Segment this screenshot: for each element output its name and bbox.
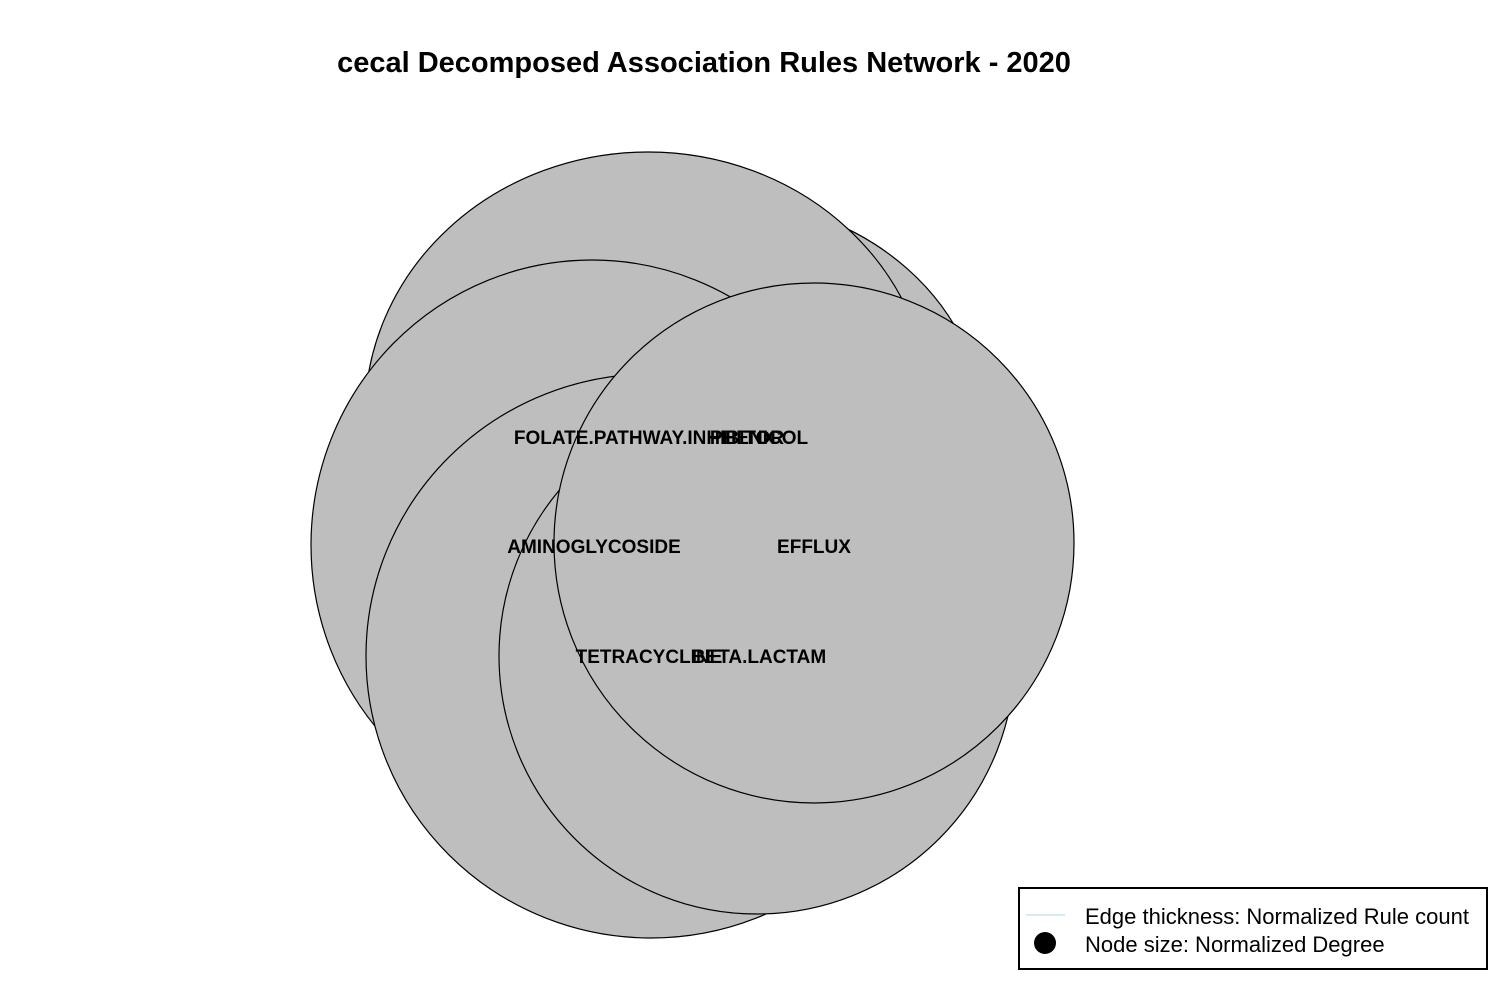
legend-node-swatch <box>1034 932 1056 954</box>
node-label-phenicol: PHENICOL <box>710 428 809 449</box>
legend-item-node-size: Node size: Normalized Degree <box>1085 932 1385 957</box>
plot-title: cecal Decomposed Association Rules Netwo… <box>337 47 1071 79</box>
legend-item-edge-thickness: Edge thickness: Normalized Rule count <box>1085 904 1469 929</box>
node-labels: FOLATE.PATHWAY.INHIBITOR PHENICOL AMINOG… <box>507 428 851 668</box>
node-label-folate: FOLATE.PATHWAY.INHIBITOR <box>514 428 785 449</box>
legend: Edge thickness: Normalized Rule count No… <box>1018 887 1488 970</box>
node-label-tetracycline: TETRACYCLINE <box>576 647 723 668</box>
node-circles <box>310 151 1075 939</box>
node-label-aminoglycoside: AMINOGLYCOSIDE <box>507 537 681 558</box>
node-circle-efflux <box>553 282 1075 804</box>
node-label-efflux: EFFLUX <box>777 537 851 558</box>
node-label-beta-lactam: BETA.LACTAM <box>692 647 826 668</box>
legend-box <box>1018 887 1488 970</box>
